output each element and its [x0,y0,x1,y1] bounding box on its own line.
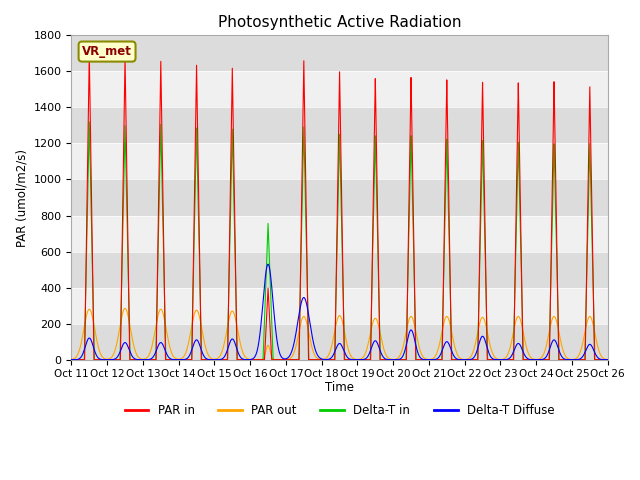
PAR out [268,355,276,360]
Bar [72,72,608,108]
Bar [72,288,608,324]
Line: PAR out: PAR out [72,308,608,360]
PAR in [490,357,497,362]
X-axis label: Time: Time [325,381,354,394]
Delta-T Diffuse [68,357,76,362]
PAR out [121,305,129,311]
Delta-T in [413,357,421,362]
Line: Delta-T in: Delta-T in [72,122,608,360]
PAR out [413,337,421,343]
PAR out [604,357,612,362]
Delta-T in [177,357,184,362]
PAR in [604,357,612,362]
Bar [72,108,608,144]
Text: VR_met: VR_met [82,45,132,58]
Delta-T in [490,357,497,362]
Delta-T in [268,334,276,340]
Delta-T Diffuse [264,261,272,267]
PAR out [490,353,497,359]
Y-axis label: PAR (umol/m2/s): PAR (umol/m2/s) [15,148,28,247]
Delta-T Diffuse [182,356,190,362]
Line: Delta-T Diffuse: Delta-T Diffuse [72,264,608,360]
PAR out [275,357,282,362]
Bar [72,324,608,360]
Delta-T Diffuse [177,357,184,362]
Delta-T in [602,357,610,362]
PAR in [182,357,190,362]
Delta-T Diffuse [490,356,497,362]
PAR in [602,357,610,362]
PAR in [268,357,276,362]
PAR in [177,357,184,362]
Bar [72,216,608,252]
Legend: PAR in, PAR out, Delta-T in, Delta-T Diffuse: PAR in, PAR out, Delta-T in, Delta-T Dif… [120,399,559,422]
Delta-T Diffuse [413,348,421,354]
Line: PAR in: PAR in [72,53,608,360]
Delta-T in [86,119,93,125]
PAR in [86,50,93,56]
PAR out [602,357,610,362]
Delta-T Diffuse [268,289,276,295]
Title: Photosynthetic Active Radiation: Photosynthetic Active Radiation [218,15,461,30]
PAR out [68,357,76,362]
Bar [72,252,608,288]
PAR in [68,357,76,362]
Delta-T in [182,357,190,362]
Delta-T Diffuse [604,357,612,362]
Bar [72,180,608,216]
Delta-T in [604,357,612,362]
Delta-T in [68,357,76,362]
PAR out [177,356,184,362]
Bar [72,144,608,180]
PAR in [413,357,421,362]
Bar [72,36,608,72]
Delta-T Diffuse [602,357,610,362]
PAR out [182,349,190,355]
